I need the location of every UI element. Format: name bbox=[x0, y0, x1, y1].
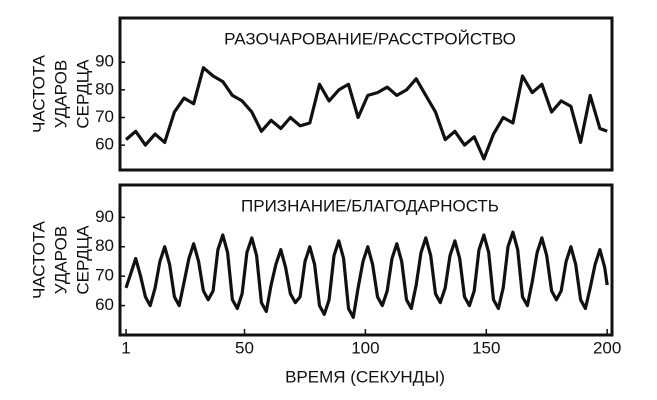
x-axis-label: ВРЕМЯ (СЕКУНДЫ) bbox=[285, 367, 445, 386]
y-tick-label: 90 bbox=[95, 207, 114, 226]
title-background bbox=[220, 28, 520, 50]
y-tick-label: 90 bbox=[95, 52, 114, 71]
panel-title: ПРИЗНАНИЕ/БЛАГОДАРНОСТЬ bbox=[241, 196, 499, 215]
line-series bbox=[124, 230, 609, 319]
panel-title: РАЗОЧАРОВАНИЕ/РАССТРОЙСТВО bbox=[224, 29, 516, 48]
y-tick-label: 80 bbox=[95, 236, 114, 255]
y-tick-label: 60 bbox=[95, 135, 114, 154]
x-tick-label: 200 bbox=[593, 338, 621, 357]
y-tick-label: 70 bbox=[95, 266, 114, 285]
x-tick-label: 150 bbox=[472, 338, 500, 357]
y-axis-label: СЕРДЦА bbox=[73, 225, 92, 295]
y-axis-label: УДАРОВ bbox=[51, 60, 70, 128]
x-tick-label: 100 bbox=[351, 338, 379, 357]
y-tick-label: 80 bbox=[95, 79, 114, 98]
y-axis-label: ЧАСТОТА bbox=[29, 54, 48, 133]
y-tick-label: 70 bbox=[95, 107, 114, 126]
line-series bbox=[124, 66, 608, 161]
y-axis-label: УДАРОВ bbox=[51, 226, 70, 294]
x-tick-label: 1 bbox=[121, 338, 130, 357]
y-axis-label: ЧАСТОТА bbox=[29, 220, 48, 299]
title-background bbox=[237, 195, 503, 217]
y-axis-label: СЕРДЦА bbox=[73, 59, 92, 129]
x-tick-label: 50 bbox=[235, 338, 254, 357]
y-tick-label: 60 bbox=[95, 295, 114, 314]
